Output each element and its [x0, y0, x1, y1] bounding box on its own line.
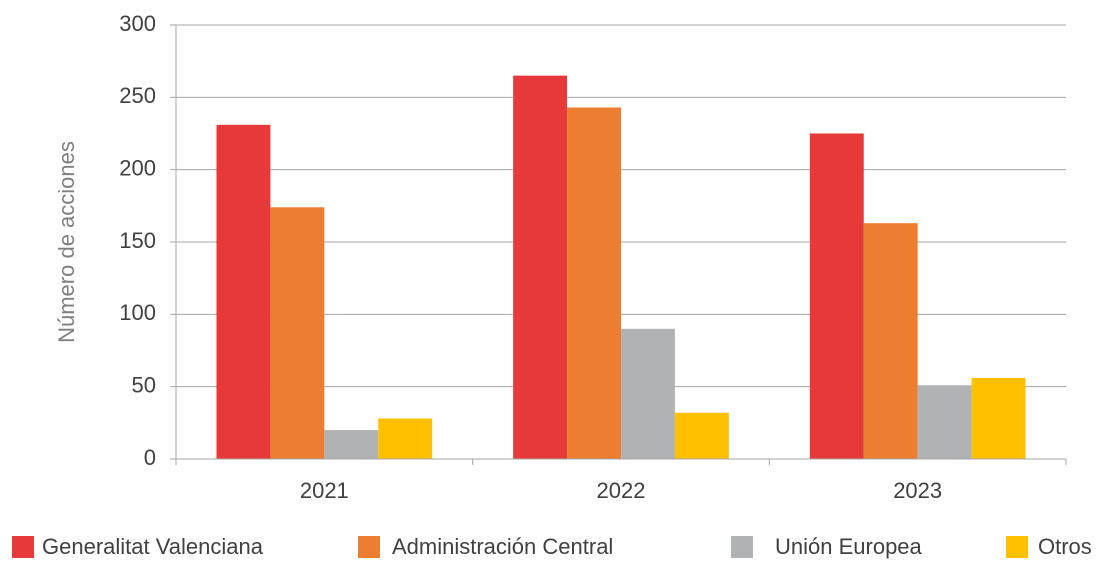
- bar: [917, 385, 972, 459]
- bar: [567, 107, 621, 460]
- bar: [621, 328, 675, 459]
- bar: [378, 418, 433, 459]
- legend-swatch: [358, 536, 380, 558]
- legend-swatch: [12, 536, 34, 558]
- legend-label: Administración Central: [392, 534, 613, 559]
- legend-swatch: [1006, 536, 1028, 558]
- bar: [971, 377, 1026, 459]
- y-tick-label: 50: [132, 372, 156, 397]
- y-tick-label: 0: [144, 445, 156, 470]
- legend-label: Otros: [1038, 534, 1092, 559]
- bar: [809, 133, 864, 459]
- y-tick-label: 250: [119, 83, 156, 108]
- legend-swatch: [731, 536, 753, 558]
- legend-label: Generalitat Valenciana: [42, 534, 264, 559]
- y-tick-label: 100: [119, 300, 156, 325]
- bar: [270, 207, 325, 459]
- y-tick-label: 200: [119, 155, 156, 180]
- legend-label: Unión Europea: [775, 534, 923, 559]
- x-tick-label: 2023: [893, 478, 942, 503]
- bar: [513, 75, 568, 459]
- x-tick-label: 2021: [300, 478, 349, 503]
- y-tick-label: 300: [119, 11, 156, 36]
- y-axis-label: Número de acciones: [54, 141, 79, 343]
- bar: [216, 124, 271, 459]
- x-tick-label: 2022: [597, 478, 646, 503]
- bar: [863, 223, 918, 459]
- bar: [324, 430, 379, 459]
- bar: [674, 412, 729, 459]
- y-tick-label: 150: [119, 228, 156, 253]
